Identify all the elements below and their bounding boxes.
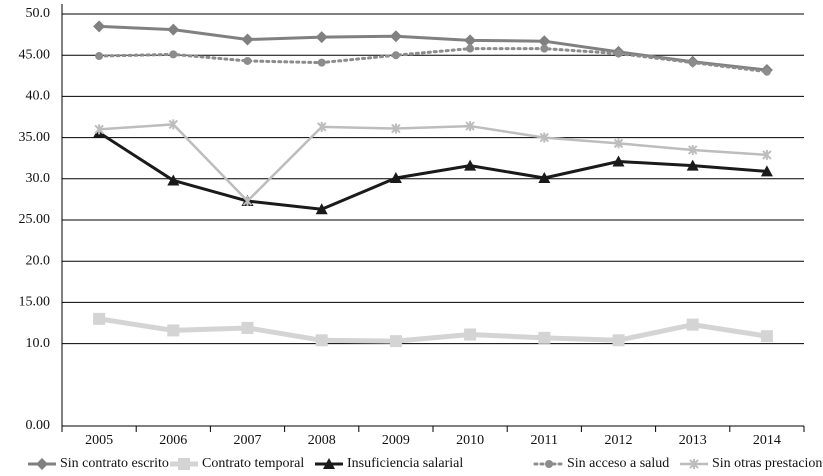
marker xyxy=(465,121,475,132)
marker xyxy=(316,121,327,132)
marker xyxy=(612,155,625,167)
y-tick-label: 0.00 xyxy=(26,418,51,433)
marker xyxy=(315,31,328,44)
marker xyxy=(540,44,549,53)
marker xyxy=(315,203,328,215)
marker xyxy=(315,334,328,347)
series-line xyxy=(98,131,768,211)
marker xyxy=(241,33,254,46)
marker xyxy=(167,174,180,186)
marker xyxy=(613,138,624,149)
x-tick-label: 2012 xyxy=(605,433,633,448)
marker xyxy=(538,171,551,183)
marker xyxy=(167,23,180,36)
y-tick-label: 10.0 xyxy=(26,336,51,351)
marker xyxy=(760,165,773,177)
marker xyxy=(93,20,106,33)
marker xyxy=(762,149,772,160)
marker xyxy=(389,171,402,183)
marker xyxy=(167,324,180,337)
marker xyxy=(93,312,106,325)
y-tick-label: 20.0 xyxy=(26,253,51,268)
x-tick-label: 2011 xyxy=(531,433,558,448)
legend-marker xyxy=(689,459,699,469)
series-line xyxy=(99,123,767,203)
marker xyxy=(243,56,252,65)
y-tick-label: 25.00 xyxy=(19,212,51,227)
x-tick-label: 2009 xyxy=(382,433,410,448)
marker xyxy=(762,67,771,76)
marker xyxy=(94,124,104,135)
legend-marker xyxy=(36,458,48,470)
series-line xyxy=(98,316,768,344)
marker xyxy=(391,51,400,60)
y-tick-label: 50.0 xyxy=(26,6,51,21)
marker xyxy=(538,331,551,344)
marker xyxy=(464,328,477,341)
marker xyxy=(538,35,551,48)
legend-label: Sin otras prestaciones xyxy=(712,456,823,471)
legend-label: Insuficiencia salarial xyxy=(347,456,463,471)
marker xyxy=(614,49,623,58)
marker xyxy=(169,50,178,59)
marker xyxy=(464,159,477,171)
marker xyxy=(539,132,550,143)
y-tick-label: 30.0 xyxy=(26,171,51,186)
x-tick-label: 2005 xyxy=(85,433,113,448)
x-tick-label: 2013 xyxy=(679,433,707,448)
legend-label: Sin acceso a salud xyxy=(567,456,669,471)
marker xyxy=(687,144,698,155)
x-tick-label: 2014 xyxy=(753,433,781,448)
y-tick-label: 40.0 xyxy=(26,89,51,104)
marker xyxy=(241,321,254,334)
legend-marker xyxy=(323,458,335,469)
legend-label: Sin contrato escrito xyxy=(60,456,169,471)
x-tick-label: 2010 xyxy=(456,433,484,448)
legend-marker xyxy=(178,458,190,470)
marker xyxy=(612,334,625,347)
y-tick-label: 45.00 xyxy=(19,47,51,62)
x-tick-label: 2007 xyxy=(234,433,262,448)
marker xyxy=(391,123,401,134)
marker xyxy=(168,119,179,130)
legend-marker xyxy=(545,460,553,468)
series-line xyxy=(99,24,768,72)
y-tick-label: 15.00 xyxy=(19,295,51,310)
x-tick-label: 2008 xyxy=(308,433,336,448)
marker xyxy=(686,159,699,171)
legend-label: Contrato temporal xyxy=(202,456,304,471)
marker xyxy=(466,44,475,53)
marker xyxy=(464,34,477,47)
marker xyxy=(686,318,699,331)
marker xyxy=(760,330,773,343)
marker xyxy=(95,52,104,61)
marker xyxy=(688,58,697,67)
x-tick-label: 2006 xyxy=(159,433,187,448)
marker xyxy=(389,335,402,348)
marker xyxy=(317,58,326,67)
y-tick-label: 35.00 xyxy=(19,130,51,145)
series-line xyxy=(97,47,769,74)
marker xyxy=(242,196,253,207)
marker xyxy=(389,30,402,43)
